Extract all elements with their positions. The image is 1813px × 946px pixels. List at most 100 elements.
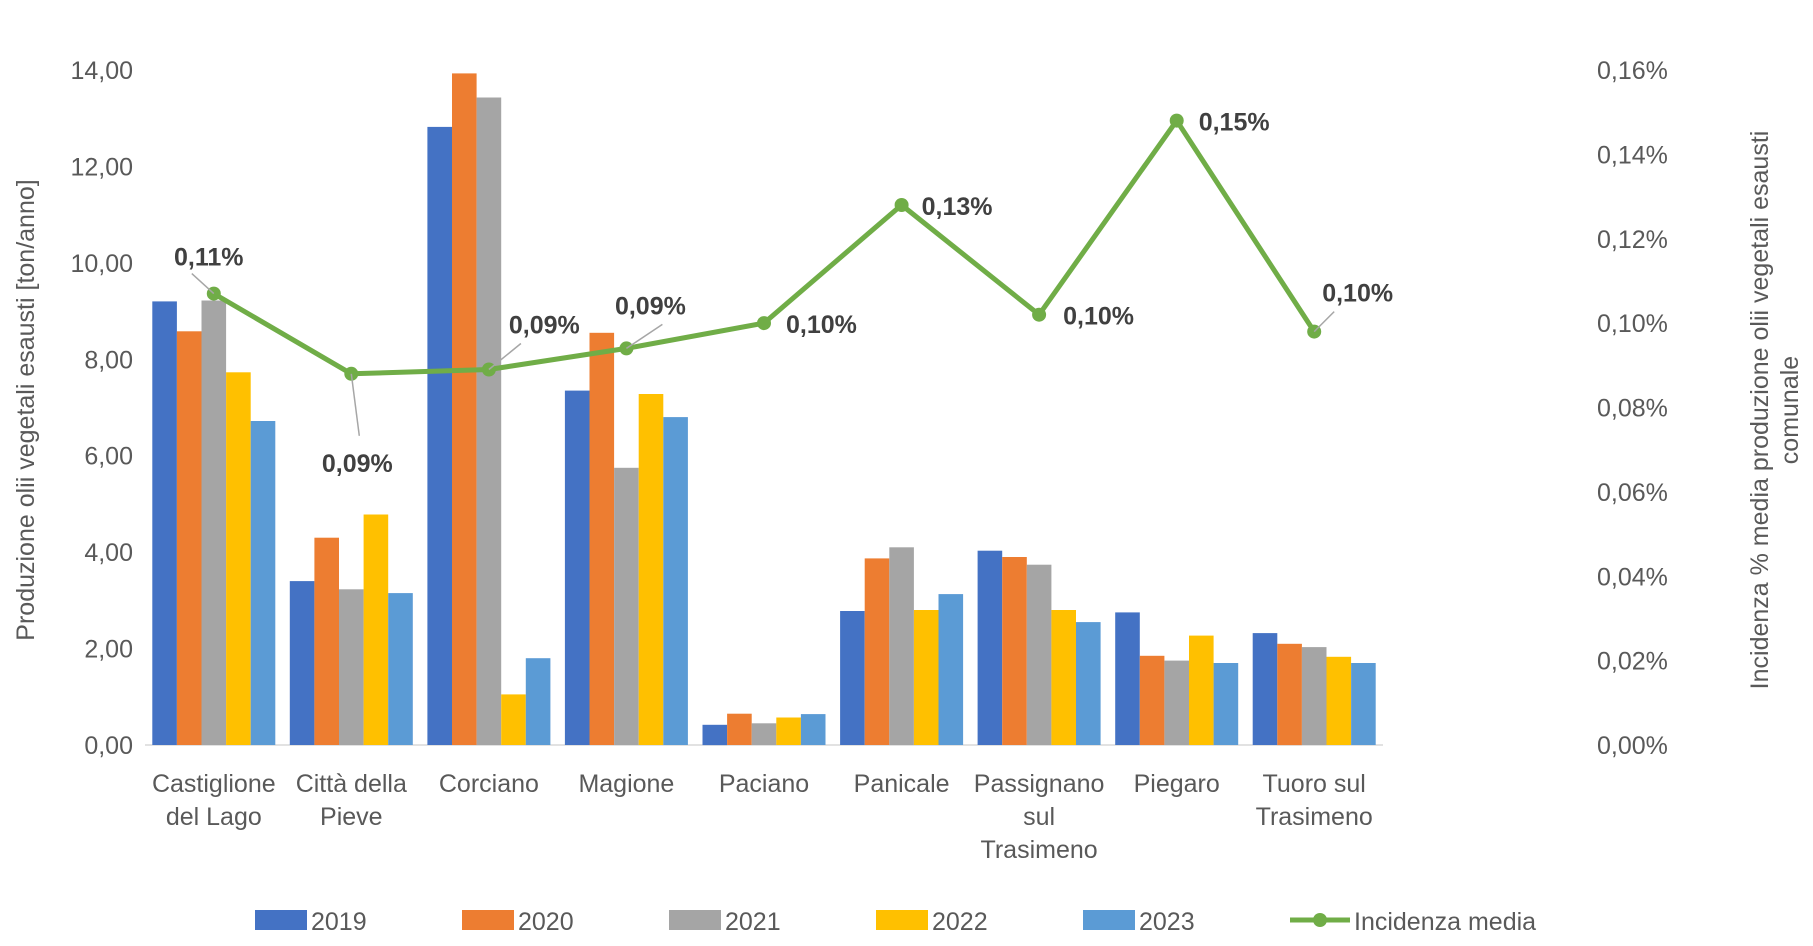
legend-swatch-2023 bbox=[1083, 910, 1135, 930]
label-leader-line bbox=[625, 323, 663, 350]
legend-label: Incidenza media bbox=[1354, 908, 1536, 936]
bar-2020 bbox=[1002, 557, 1027, 745]
line-data-label: 0,09% bbox=[322, 450, 393, 478]
category-label: Pieve bbox=[320, 803, 383, 831]
bar-2023 bbox=[1351, 663, 1376, 745]
category-label: Panicale bbox=[854, 770, 950, 798]
bar-2019 bbox=[427, 126, 452, 745]
y-tick-label: 8,00 bbox=[84, 346, 133, 374]
bar-2020 bbox=[727, 713, 752, 745]
y-axis-left: 0,00 2,00 4,00 6,00 8,00 10,00 12,00 14,00 bbox=[70, 57, 133, 760]
bar-2023 bbox=[250, 421, 276, 745]
bar-2019 bbox=[1252, 633, 1278, 745]
bar-2020 bbox=[176, 331, 202, 745]
category-label: Tuoro sul bbox=[1263, 770, 1366, 798]
label-leader-line bbox=[350, 373, 361, 436]
bar-2022 bbox=[1051, 610, 1076, 745]
y-tick-label: 0,00 bbox=[84, 732, 133, 760]
category-label: Paciano bbox=[719, 770, 809, 798]
label-leader-line bbox=[191, 273, 215, 295]
line-data-label: 0,10% bbox=[1063, 303, 1134, 331]
y2-tick-label: 0,06% bbox=[1597, 479, 1668, 507]
bar-2019 bbox=[840, 611, 865, 745]
legend-line-marker bbox=[1313, 913, 1327, 927]
legend-label: 2021 bbox=[725, 908, 781, 936]
bar-2022 bbox=[776, 717, 801, 745]
legend: 2019 2020 2021 2022 2023 Incidenza media bbox=[255, 908, 1536, 936]
category-label: del Lago bbox=[166, 803, 262, 831]
bar-2021 bbox=[1301, 647, 1327, 745]
line-data-label: 0,09% bbox=[615, 292, 686, 320]
line-data-label: 0,15% bbox=[1199, 109, 1270, 137]
bar-2019 bbox=[977, 550, 1003, 745]
y-axis-title: Produzione olii vegetali esausti [ton/an… bbox=[12, 179, 40, 640]
legend-label: 2020 bbox=[518, 908, 574, 936]
legend-swatch-2020 bbox=[462, 910, 514, 930]
category-label: Magione bbox=[578, 770, 674, 798]
legend-swatch-2021 bbox=[669, 910, 721, 930]
y-tick-label: 2,00 bbox=[84, 636, 133, 664]
legend-label: 2022 bbox=[932, 908, 988, 936]
y2-tick-label: 0,10% bbox=[1597, 310, 1668, 338]
y-axis-right: 0,00% 0,02% 0,04% 0,06% 0,08% 0,10% 0,12% 0,14%… bbox=[1597, 57, 1668, 760]
bar-2022 bbox=[913, 610, 939, 745]
y2-tick-label: 0,00% bbox=[1597, 732, 1668, 760]
bar-2020 bbox=[864, 558, 890, 745]
y2-tick-label: 0,04% bbox=[1597, 563, 1668, 591]
category-label: Passignano bbox=[974, 770, 1105, 798]
line-incidenza-media bbox=[212, 118, 1317, 377]
bar-2020 bbox=[314, 537, 339, 745]
bar-2022 bbox=[363, 514, 389, 745]
y2-axis-title-line-1: Incidenza % media produzione olii vegeta… bbox=[1746, 131, 1774, 690]
line-data-label: 0,09% bbox=[509, 312, 580, 340]
y2-tick-label: 0,16% bbox=[1597, 57, 1668, 85]
bar-2019 bbox=[152, 301, 177, 745]
label-leader-line bbox=[1313, 311, 1335, 333]
bar-2019 bbox=[702, 724, 728, 746]
bar-2021 bbox=[614, 467, 639, 745]
y-tick-label: 14,00 bbox=[70, 57, 133, 85]
category-label: sul bbox=[1023, 803, 1055, 831]
bar-2023 bbox=[525, 658, 551, 745]
legend-swatch-2019 bbox=[255, 910, 307, 930]
y2-tick-label: 0,08% bbox=[1597, 395, 1668, 423]
y2-axis-title-line-2: comunale bbox=[1776, 356, 1804, 464]
bar-2023 bbox=[388, 593, 413, 745]
bar-2021 bbox=[751, 723, 777, 745]
legend-label: 2023 bbox=[1139, 908, 1195, 936]
bar-2020 bbox=[1277, 643, 1302, 746]
bar-2022 bbox=[638, 394, 664, 745]
y-tick-label: 6,00 bbox=[84, 443, 133, 471]
y-tick-label: 12,00 bbox=[70, 153, 133, 181]
legend-swatch-2022 bbox=[876, 910, 928, 930]
bar-2023 bbox=[800, 714, 826, 745]
bar-2021 bbox=[339, 589, 364, 745]
bar-2023 bbox=[1076, 622, 1101, 745]
category-label: Castiglione bbox=[152, 770, 276, 798]
category-label: Città della bbox=[296, 770, 407, 798]
bar-2023 bbox=[1213, 663, 1239, 745]
line-point bbox=[894, 198, 909, 212]
bar-2021 bbox=[201, 300, 227, 745]
y2-tick-label: 0,02% bbox=[1597, 648, 1668, 676]
category-label: Trasimeno bbox=[981, 836, 1098, 864]
line-point bbox=[757, 316, 771, 331]
y2-tick-label: 0,12% bbox=[1597, 226, 1668, 254]
category-label: Piegaro bbox=[1134, 770, 1220, 798]
y-tick-label: 10,00 bbox=[70, 250, 133, 278]
bar-2020 bbox=[1139, 655, 1165, 745]
bar-2021 bbox=[476, 97, 502, 745]
line-data-label: 0,10% bbox=[1322, 280, 1393, 308]
bar-2020 bbox=[589, 332, 615, 745]
y2-tick-label: 0,14% bbox=[1597, 141, 1668, 169]
bar-2021 bbox=[889, 547, 914, 745]
bar-2023 bbox=[938, 594, 964, 745]
bar-2019 bbox=[564, 390, 590, 745]
bar-2021 bbox=[1164, 660, 1189, 745]
legend-label: 2019 bbox=[311, 908, 367, 936]
x-axis: Castiglione del Lago Città della Pieve Corci… bbox=[152, 770, 1373, 864]
bar-2020 bbox=[452, 73, 477, 745]
line-data-label: 0,10% bbox=[786, 311, 857, 339]
bar-2019 bbox=[289, 581, 315, 745]
